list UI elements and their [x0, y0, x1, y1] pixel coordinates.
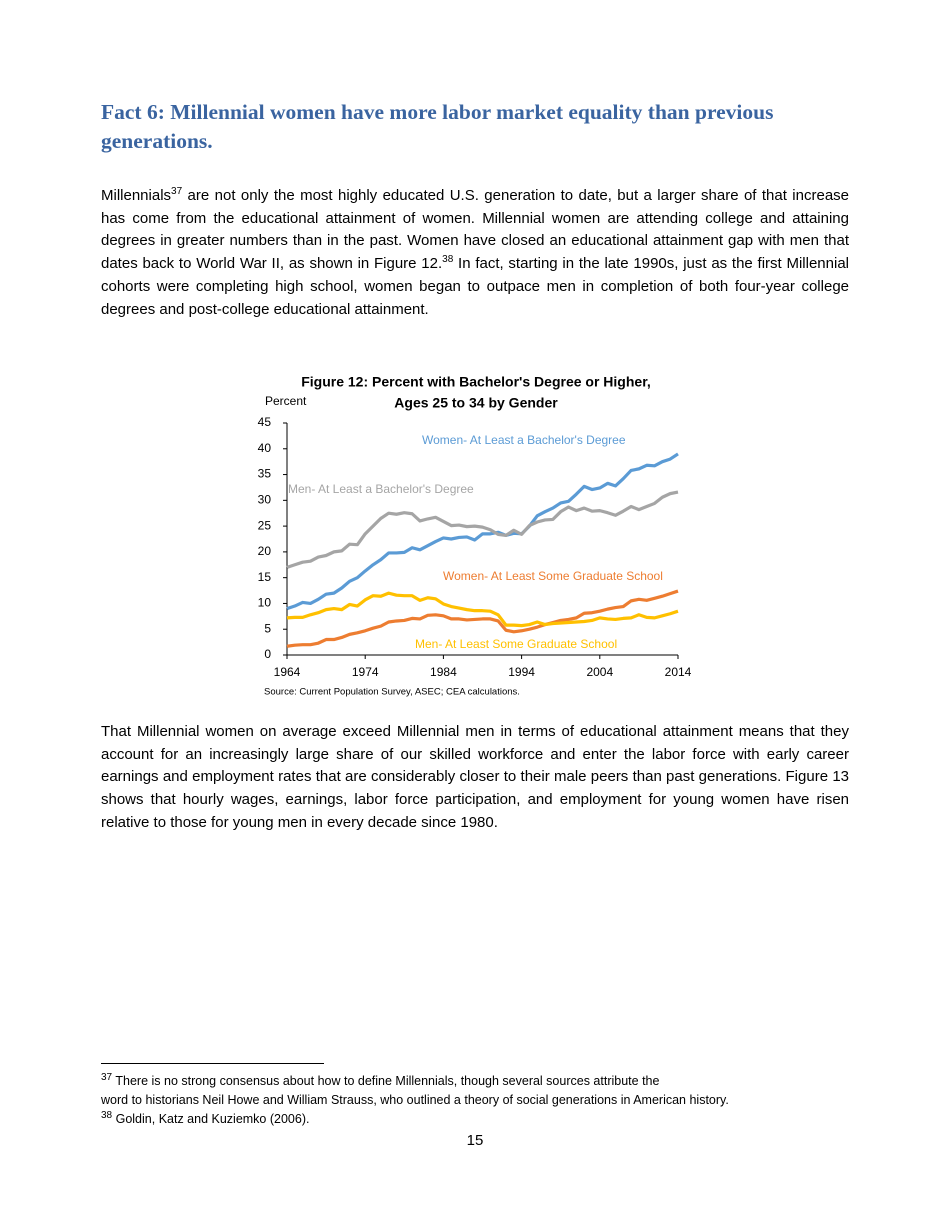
heading: Fact 6: Millennial women have more labor… [101, 100, 774, 153]
y-tick-label: 20 [258, 544, 272, 558]
y-tick-label: 25 [258, 518, 272, 532]
paragraph: Millennials37 are not only the most high… [101, 185, 849, 321]
page-number: 15 [466, 1132, 484, 1149]
source: Source: Current Population Survey, ASEC;… [264, 687, 520, 698]
series-label: Men- At Least Some Graduate School [415, 637, 617, 651]
x-tick-label: 2014 [665, 665, 692, 679]
y-axis-label: Percent [265, 394, 307, 408]
series-line [286, 591, 679, 628]
text-run: Millennials [101, 187, 172, 204]
x-tick-label: 1974 [352, 665, 379, 679]
text-run: That Millennial women on average exceed … [101, 723, 849, 831]
x-tick-label: 1964 [274, 665, 301, 679]
series-label: Women- At Least a Bachelor's Degree [422, 433, 626, 447]
footnote-text: word to historians Neil Howe and William… [101, 1093, 729, 1107]
series-label: Women- At Least Some Graduate School [443, 569, 663, 583]
footnote-ref: 38 [442, 254, 454, 266]
footnote-rule [101, 1063, 324, 1064]
x-tick-label: 1994 [508, 665, 535, 679]
chart: Figure 12: Percent with Bachelor's Degre… [258, 374, 692, 698]
paragraph: That Millennial women on average exceed … [101, 721, 849, 835]
x-tick-label: 1984 [430, 665, 457, 679]
footnote-ref: 37 [171, 186, 183, 197]
y-tick-label: 0 [264, 647, 271, 661]
y-tick-label: 40 [258, 441, 272, 455]
series-line [286, 490, 679, 569]
footnote-text: Goldin, Katz and Kuziemko (2006). [115, 1112, 310, 1126]
footnote-marker: 37 [101, 1071, 113, 1083]
y-tick-label: 10 [258, 596, 272, 610]
footnote-marker: 38 [101, 1109, 113, 1121]
x-tick-label: 2004 [586, 665, 613, 679]
y-tick-label: 35 [258, 467, 272, 481]
y-tick-label: 15 [258, 570, 272, 584]
chart-title: Ages 25 to 34 by Gender [394, 395, 558, 411]
text-run: are not only the most highly educated U.… [101, 187, 849, 273]
text-run: In fact, starting in the late 1990s, jus… [101, 255, 850, 318]
y-tick-label: 5 [264, 621, 271, 635]
footnote: 38 Goldin, Katz and Kuziemko (2006). [101, 1110, 861, 1129]
chart-title: Figure 12: Percent with Bachelor's Degre… [301, 374, 651, 390]
y-tick-label: 45 [258, 415, 272, 429]
series-line [286, 452, 679, 611]
series-label: Men- At Least a Bachelor's Degree [288, 482, 474, 496]
y-tick-label: 30 [258, 493, 272, 507]
footnote: 37 There is no strong consensus about ho… [101, 1072, 861, 1110]
series-line [286, 589, 679, 648]
footnote-text: There is no strong consensus about how t… [115, 1074, 660, 1088]
